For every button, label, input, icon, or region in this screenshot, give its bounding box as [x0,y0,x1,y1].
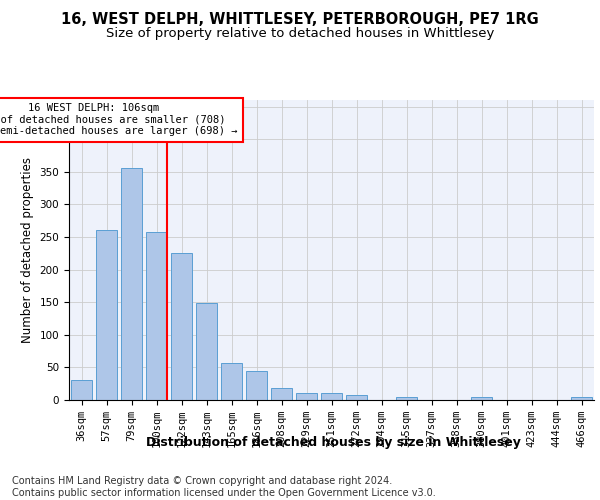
Bar [146,232,167,400]
Bar [96,230,117,400]
Bar [71,380,92,400]
Text: Size of property relative to detached houses in Whittlesey: Size of property relative to detached ho… [106,28,494,40]
Y-axis label: Number of detached properties: Number of detached properties [21,157,34,343]
Bar [221,363,242,400]
Bar [271,388,292,400]
Bar [396,396,417,400]
Bar [321,394,342,400]
Bar [196,304,217,400]
Text: Contains HM Land Registry data © Crown copyright and database right 2024.
Contai: Contains HM Land Registry data © Crown c… [12,476,436,498]
Bar [571,398,592,400]
Bar [296,394,317,400]
Text: 16, WEST DELPH, WHITTLESEY, PETERBOROUGH, PE7 1RG: 16, WEST DELPH, WHITTLESEY, PETERBOROUGH… [61,12,539,28]
Bar [471,398,492,400]
Text: Distribution of detached houses by size in Whittlesey: Distribution of detached houses by size … [146,436,520,449]
Bar [346,396,367,400]
Bar [246,372,267,400]
Bar [171,254,192,400]
Text: 16 WEST DELPH: 106sqm
← 50% of detached houses are smaller (708)
49% of semi-det: 16 WEST DELPH: 106sqm ← 50% of detached … [0,104,238,136]
Bar [121,168,142,400]
